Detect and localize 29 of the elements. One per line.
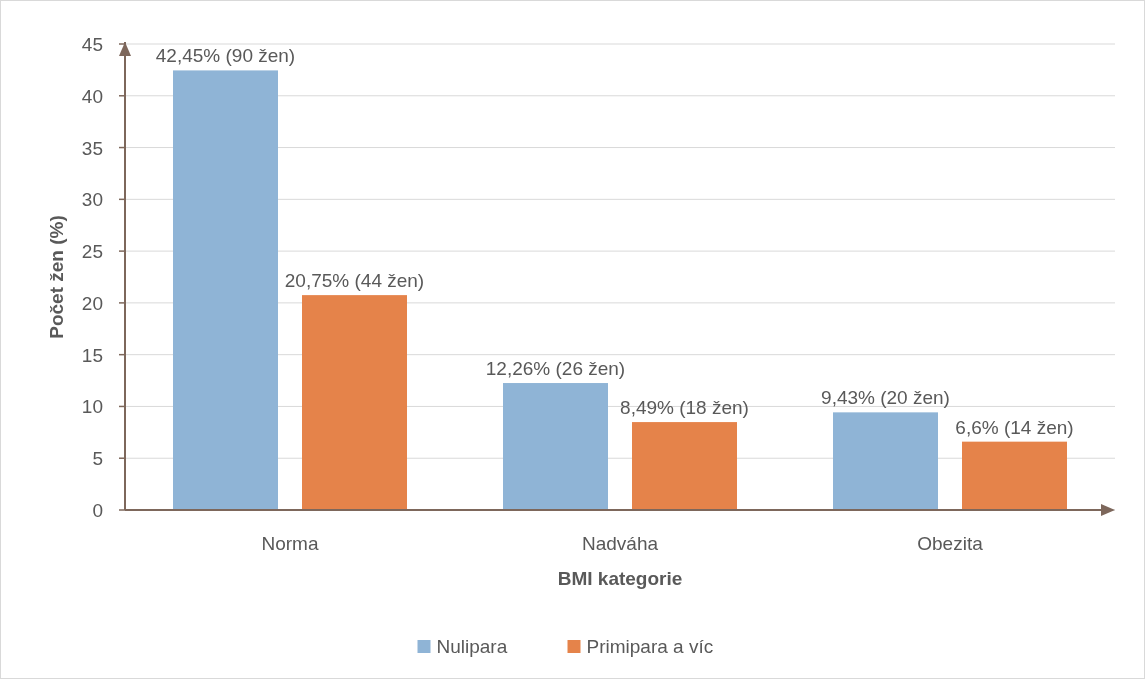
data-label: 6,6% (14 žen) bbox=[955, 416, 1074, 438]
x-axis-title: BMI kategorie bbox=[557, 568, 683, 589]
data-label: 42,45% (90 žen) bbox=[155, 45, 296, 67]
bar bbox=[632, 422, 737, 510]
y-tick-label: 20 bbox=[81, 292, 103, 314]
y-tick-label: 35 bbox=[81, 137, 103, 159]
bar bbox=[173, 70, 278, 510]
bar bbox=[962, 441, 1067, 510]
y-tick-label: 25 bbox=[81, 241, 103, 263]
x-tick-label: Norma bbox=[261, 533, 319, 554]
y-axis-title: Počet žen (%) bbox=[46, 215, 67, 339]
y-tick-label: 45 bbox=[81, 34, 103, 55]
y-tick-label: 40 bbox=[81, 85, 103, 107]
y-tick-label: 10 bbox=[81, 396, 103, 418]
data-label: 20,75% (44 žen) bbox=[284, 270, 425, 292]
y-tick-label: 30 bbox=[81, 189, 103, 211]
data-label: 9,43% (20 žen) bbox=[821, 387, 950, 409]
bar bbox=[833, 412, 938, 510]
legend-label: Primipara a víc bbox=[586, 636, 714, 657]
x-tick-label: Nadváha bbox=[581, 533, 659, 554]
y-tick-label: 5 bbox=[92, 448, 103, 470]
y-tick-label: 0 bbox=[92, 500, 103, 521]
legend-label: Nulipara bbox=[436, 636, 508, 657]
data-label: 12,26% (26 žen) bbox=[485, 358, 626, 380]
data-label: 8,49% (18 žen) bbox=[620, 397, 749, 419]
bar bbox=[503, 383, 608, 510]
x-tick-label: Obezita bbox=[917, 533, 984, 554]
bar bbox=[302, 295, 407, 510]
y-tick-label: 15 bbox=[81, 344, 103, 366]
